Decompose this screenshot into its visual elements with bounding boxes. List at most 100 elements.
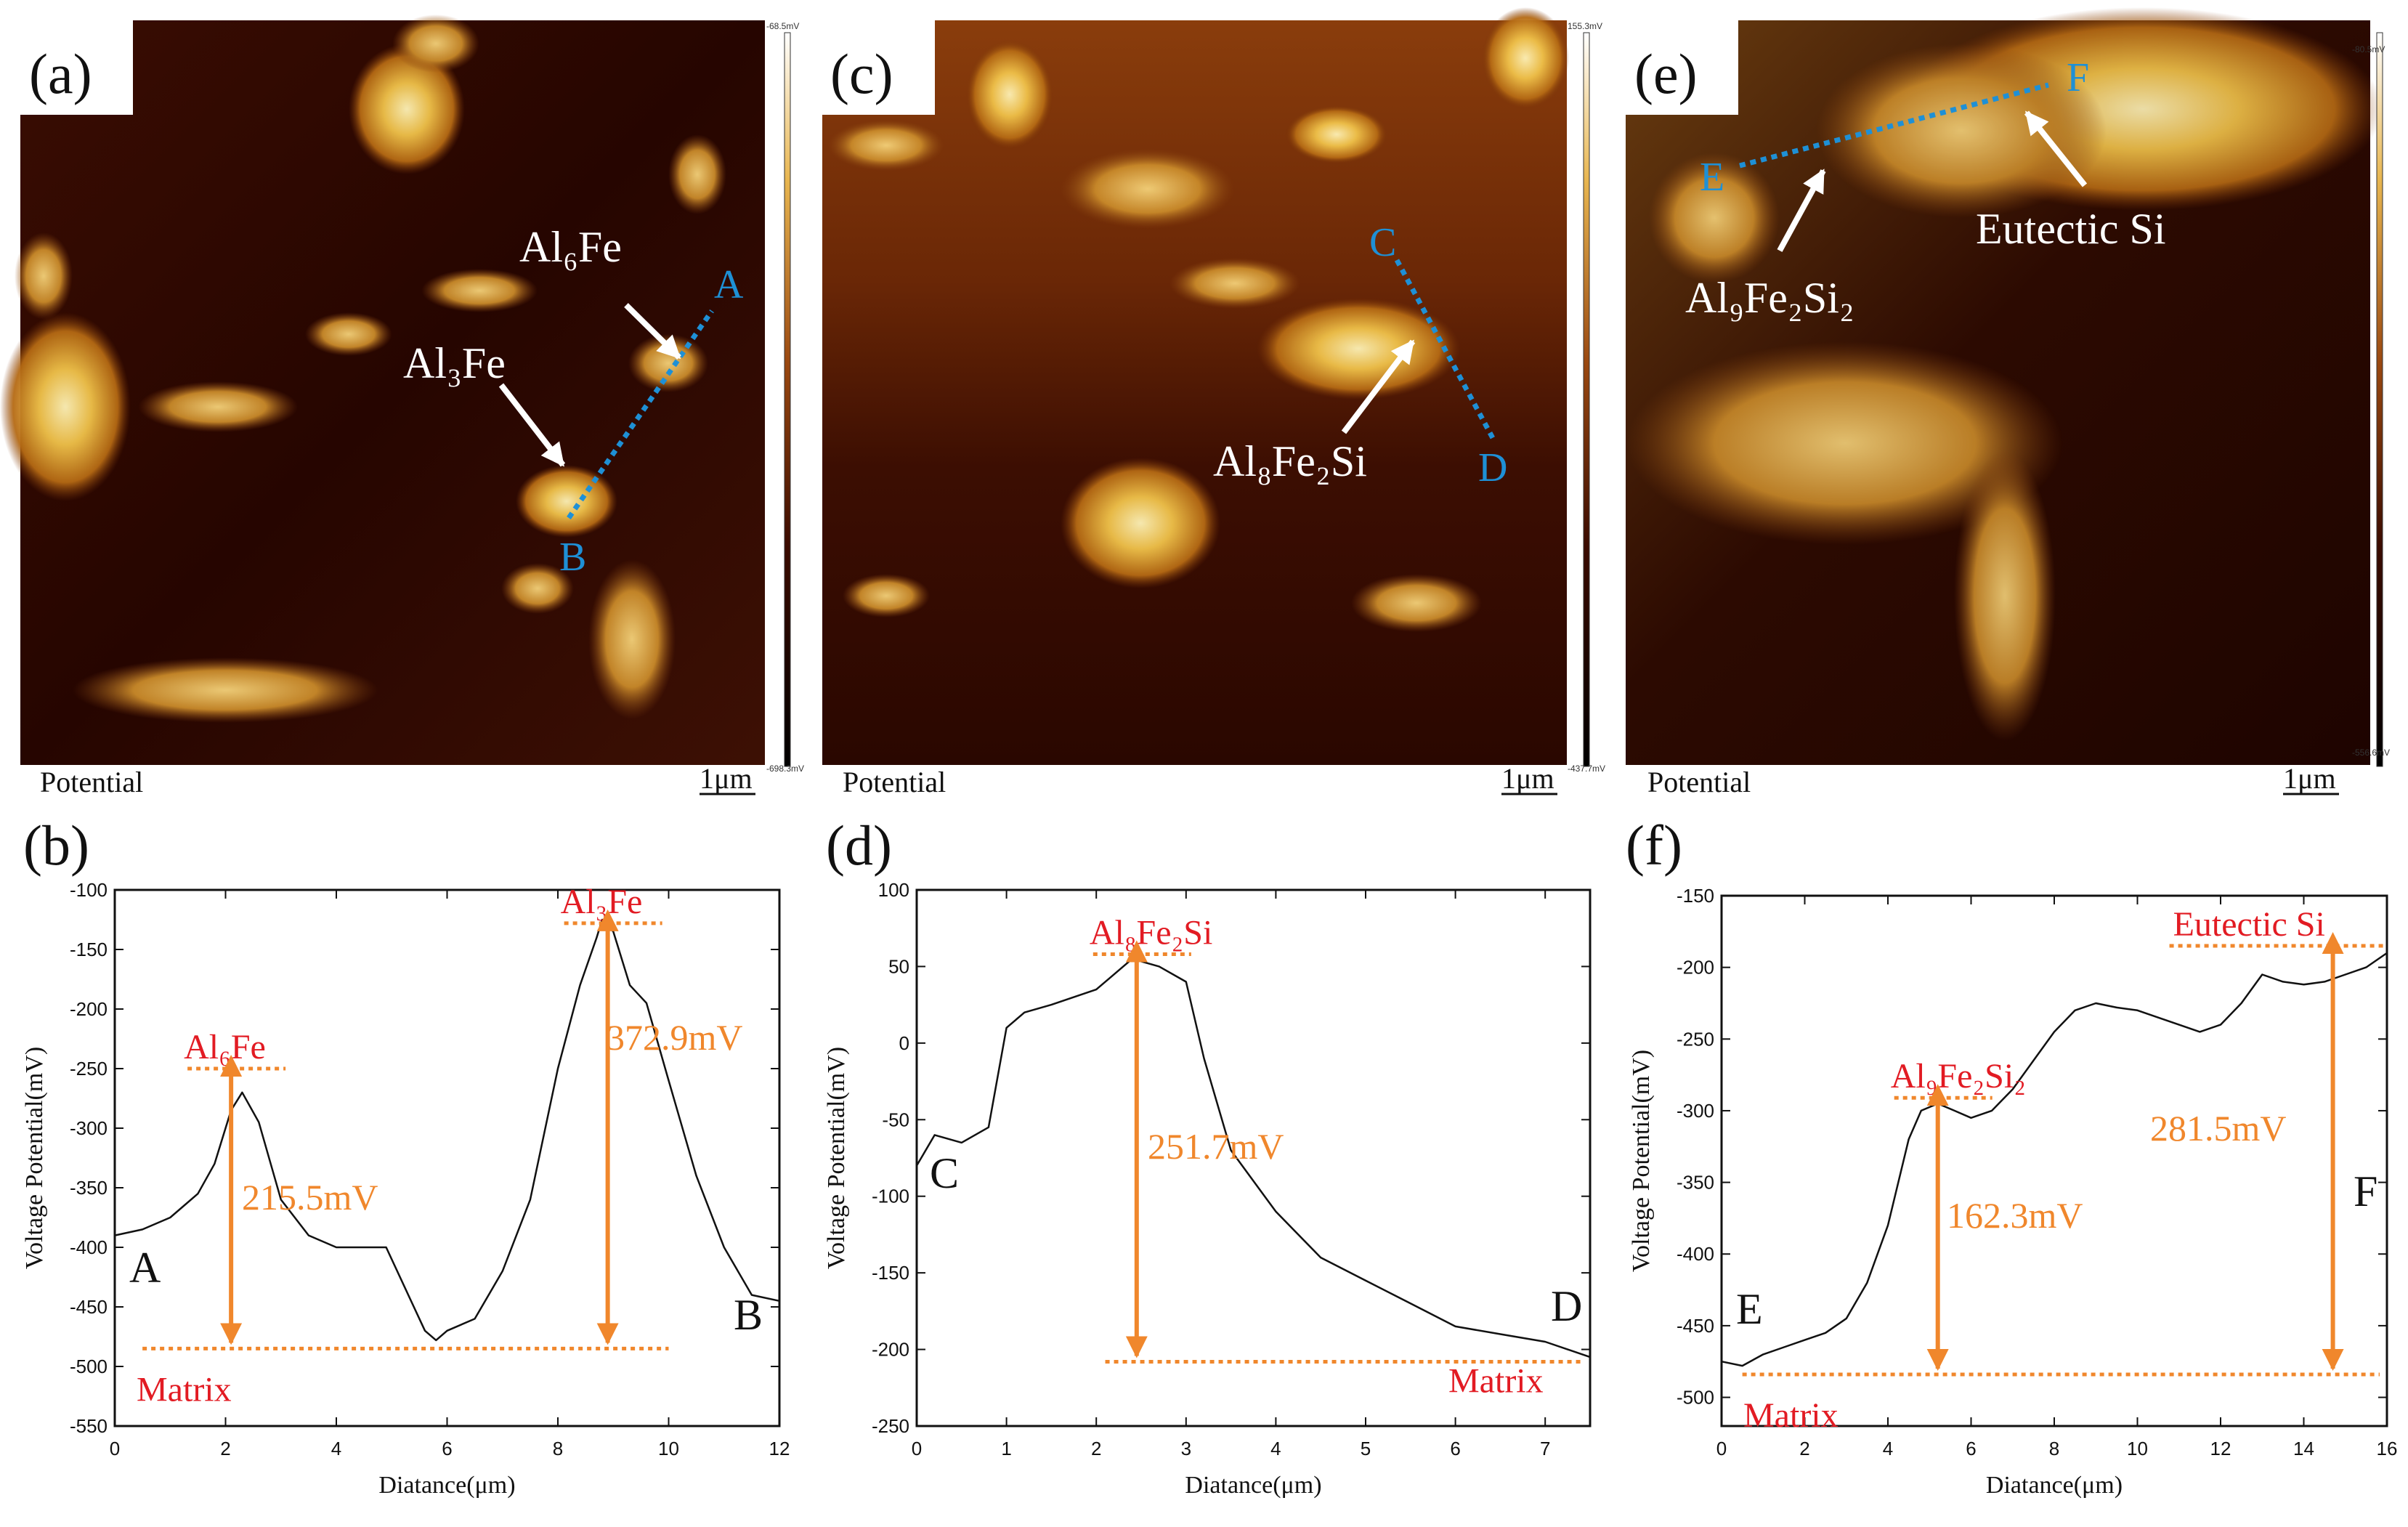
- y-tick-label: -350: [1677, 1172, 1714, 1194]
- y-axis-title: Voltage Potential(mV): [21, 1047, 48, 1269]
- profile-start-label: E: [1736, 1285, 1763, 1333]
- plot-d: (d) 0 1 2 3 4 5 6 7 100 50 0 -50 -100 -150 -200 -250 Diat…: [823, 814, 1592, 1499]
- x-axis-title: Diatance(μm): [1986, 1472, 2123, 1499]
- map-c-footer: Potential: [843, 766, 946, 798]
- x-tick-label: 0: [110, 1438, 120, 1459]
- matrix-label: Matrix: [1743, 1396, 1839, 1435]
- plot-frame: [1720, 894, 2388, 1427]
- peak2-diff-label: 281.5mV: [2150, 1108, 2287, 1149]
- map-c-arrow-al8fe2si: [1341, 339, 1416, 434]
- map-a-scale-label: 1μm: [700, 762, 753, 795]
- y-tick-label: -550: [70, 1415, 108, 1437]
- x-tick-label: 7: [1540, 1438, 1550, 1459]
- x-axis-title: Diatance(μm): [1185, 1472, 1321, 1499]
- map-c-point-d: D: [1478, 445, 1507, 490]
- peak2-label: Al₃Fe: [561, 883, 643, 921]
- map-e: (e) E F Al₉Fe₂Si₂ Eutectic Si -80.5mV -5…: [1626, 7, 2390, 798]
- peak1-label: Al₈Fe₂Si: [1090, 914, 1213, 952]
- peak2-diff-label: 372.9mV: [607, 1017, 743, 1058]
- y-tick-label: -100: [70, 879, 108, 901]
- profile-end-label: D: [1551, 1282, 1582, 1330]
- profile-end-label: F: [2354, 1167, 2377, 1215]
- map-a-arrow-al3fe: [498, 383, 566, 467]
- profile-start-label: C: [930, 1149, 959, 1197]
- profile-end-label: B: [734, 1291, 763, 1339]
- map-a-label-al3fe: Al₃Fe: [403, 339, 506, 387]
- x-tick-label: 12: [2210, 1438, 2231, 1459]
- map-c-colorbar-bottom: -437.7mV: [1568, 764, 1605, 774]
- profile-start-label: A: [129, 1244, 161, 1292]
- y-tick-label: -200: [872, 1339, 909, 1361]
- x-tick-label: 8: [553, 1438, 563, 1459]
- plot-panel-label: (d): [826, 814, 892, 877]
- map-e-point-e: E: [1700, 155, 1724, 200]
- map-e-arrow-al9fe2si2: [1777, 169, 1826, 252]
- y-axis-title: Voltage Potential(mV): [823, 1047, 850, 1269]
- y-tick-label: 50: [888, 955, 909, 977]
- y-tick-label: -450: [1677, 1315, 1714, 1337]
- x-tick-label: 0: [1716, 1438, 1727, 1459]
- y-tick-label: -50: [882, 1109, 909, 1130]
- map-e-profile-line: [1739, 82, 2049, 169]
- y-tick-label: -300: [1677, 1100, 1714, 1122]
- y-tick-label: -300: [70, 1117, 108, 1139]
- y-tick-label: -250: [1677, 1028, 1714, 1050]
- map-e-arrow-eutectic-si: [2024, 110, 2088, 187]
- y-tick-label: -150: [872, 1262, 909, 1284]
- x-tick-label: 4: [1270, 1438, 1281, 1459]
- x-tick-label: 6: [442, 1438, 452, 1459]
- map-c-scale-label: 1μm: [1501, 762, 1554, 795]
- plot-frame: [915, 888, 1592, 1427]
- plot-panel-label: (f): [1626, 814, 1682, 877]
- x-tick-label: 10: [2127, 1438, 2148, 1459]
- peak2-label: Eutectic Si: [2173, 905, 2325, 944]
- map-e-panel-label: (e): [1634, 42, 1698, 105]
- map-a-arrow-al6fe: [624, 303, 681, 360]
- y-tick-label: -150: [70, 939, 108, 960]
- x-tick-label: 2: [1799, 1438, 1809, 1459]
- map-a-colorbar-top: -68.5mV: [766, 21, 799, 31]
- y-tick-label: -250: [872, 1415, 909, 1437]
- x-tick-label: 6: [1966, 1438, 1976, 1459]
- x-tick-label: 10: [658, 1438, 679, 1459]
- x-tick-label: 8: [2049, 1438, 2059, 1459]
- x-tick-label: 4: [1883, 1438, 1893, 1459]
- map-e-colorbar-bottom: -556.6mV: [2352, 748, 2390, 758]
- map-a-bright-phases: [0, 15, 726, 723]
- y-tick-label: -250: [70, 1058, 108, 1080]
- map-a-label-box: [20, 20, 133, 115]
- y-tick-label: -450: [70, 1296, 108, 1318]
- map-a-footer: Potential: [40, 766, 143, 798]
- y-tick-label: -100: [872, 1186, 909, 1207]
- y-tick-label: -500: [1677, 1387, 1714, 1409]
- map-a-point-b: B: [559, 535, 586, 580]
- map-e-colorbar-top: -80.5mV: [2352, 44, 2385, 54]
- potential-line: [114, 918, 780, 1342]
- x-tick-label: 0: [912, 1438, 922, 1459]
- y-tick-label: -500: [70, 1356, 108, 1377]
- map-a-point-a: A: [714, 262, 744, 307]
- y-tick-label: -200: [70, 998, 108, 1020]
- map-e-point-f: F: [2067, 55, 2089, 100]
- peak1-diff-label: 162.3mV: [1947, 1195, 2083, 1236]
- x-tick-label: 2: [1091, 1438, 1101, 1459]
- potential-line: [1721, 952, 2388, 1367]
- y-tick-label: -400: [1677, 1243, 1714, 1265]
- map-a-label-al6fe: Al₆Fe: [519, 223, 622, 271]
- x-tick-label: 6: [1450, 1438, 1460, 1459]
- map-c-colorbar-top: 155.3mV: [1568, 21, 1602, 31]
- x-tick-label: 5: [1361, 1438, 1371, 1459]
- map-a-colorbar-bottom: -698.3mV: [766, 764, 804, 774]
- map-c-label-al8fe2si: Al₈Fe₂Si: [1213, 437, 1367, 485]
- x-tick-label: 16: [2377, 1438, 2398, 1459]
- x-tick-label: 14: [2293, 1438, 2314, 1459]
- plot-panel-label: (b): [23, 814, 89, 877]
- peak1-diff-label: 251.7mV: [1148, 1126, 1284, 1167]
- plot-f: (f) 0 2 4 6 8 10 12 14 16 -150 -200 -250 -300 -350 -400…: [1626, 814, 2397, 1499]
- map-a: (a) A B Al₆Fe Al₃Fe -68.5mV -698.3mV Pot…: [0, 15, 804, 798]
- x-tick-label: 1: [1001, 1438, 1011, 1459]
- y-tick-label: -150: [1677, 885, 1714, 907]
- map-e-bright-phases: [1627, 7, 2383, 741]
- map-a-profile-line: [567, 309, 714, 519]
